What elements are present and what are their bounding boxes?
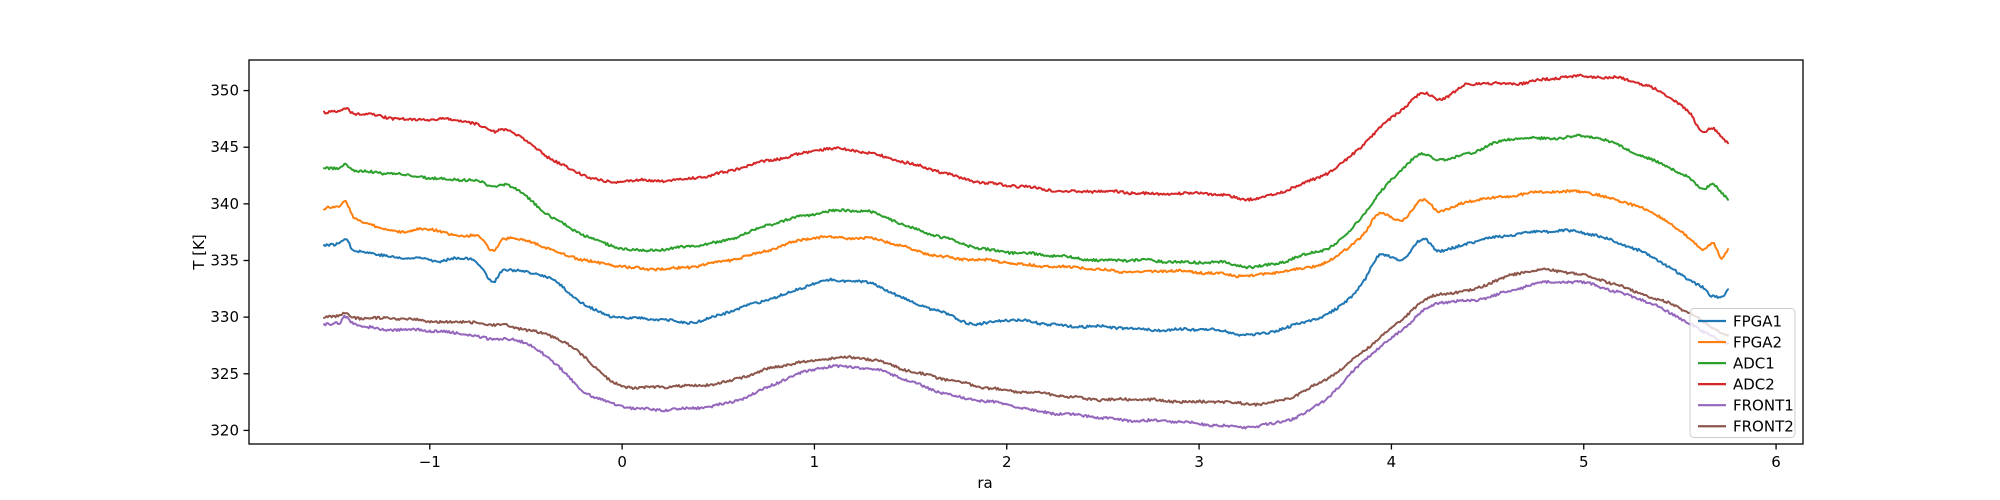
y-tick-label: 335 — [210, 251, 239, 269]
y-tick-label: 330 — [210, 308, 239, 326]
legend-label-FRONT2: FRONT2 — [1733, 418, 1794, 436]
legend-label-ADC1: ADC1 — [1733, 354, 1775, 372]
y-tick-label: 320 — [210, 421, 239, 439]
y-tick-label: 325 — [210, 365, 239, 383]
y-tick-label: 340 — [210, 195, 239, 213]
y-tick-label: 345 — [210, 138, 239, 156]
series-line-FPGA2 — [323, 189, 1729, 279]
axes-spines — [248, 59, 1804, 445]
series-line-ADC1 — [323, 133, 1729, 270]
legend-label-FPGA1: FPGA1 — [1733, 312, 1782, 330]
y-axis-ticks: 320 325 330 335 340 345 350 — [210, 82, 249, 439]
legend: FPGA1 FPGA2 ADC1 ADC2 FRONT1 FRONT2 — [1689, 308, 1796, 438]
x-tick-label: 3 — [1194, 453, 1204, 471]
series-line-FPGA1 — [323, 228, 1729, 337]
series-line-FRONT1 — [323, 279, 1729, 430]
x-tick-label: 1 — [810, 453, 820, 471]
legend-label-FRONT1: FRONT1 — [1733, 397, 1794, 415]
x-tick-label: −1 — [419, 453, 441, 471]
series-line-ADC2 — [323, 73, 1729, 202]
x-tick-label: 2 — [1002, 453, 1012, 471]
legend-label-ADC2: ADC2 — [1733, 375, 1775, 393]
x-tick-label: 4 — [1387, 453, 1397, 471]
x-tick-label: 0 — [617, 453, 627, 471]
x-axis-ticks: −1 0 1 2 3 4 5 6 — [419, 444, 1781, 471]
y-tick-label: 350 — [210, 82, 239, 100]
x-tick-label: 5 — [1579, 453, 1589, 471]
legend-label-FPGA2: FPGA2 — [1733, 333, 1782, 351]
x-axis-label: ra — [977, 474, 992, 492]
plot-area: −1 0 1 2 3 4 5 6320325330335340345350FPGA1FPGA2… — [210, 59, 1804, 471]
series-lines — [323, 73, 1729, 430]
y-axis-label: T [K] — [190, 234, 208, 270]
x-tick-label: 6 — [1771, 453, 1781, 471]
series-line-FRONT2 — [323, 267, 1729, 407]
